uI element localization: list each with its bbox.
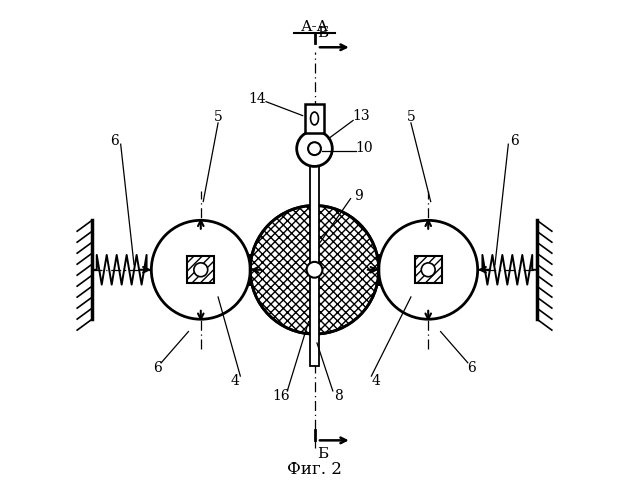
Circle shape (308, 142, 321, 155)
Circle shape (194, 263, 208, 276)
Text: 14: 14 (248, 92, 267, 106)
Circle shape (250, 206, 379, 334)
Circle shape (152, 220, 250, 319)
Circle shape (297, 131, 332, 166)
Text: 8: 8 (334, 389, 343, 403)
Text: 10: 10 (355, 141, 373, 155)
Bar (415, 256, 442, 283)
Circle shape (379, 220, 477, 319)
Text: 16: 16 (272, 389, 290, 403)
Text: 5: 5 (214, 110, 223, 124)
Text: 6: 6 (467, 360, 476, 374)
Text: 6: 6 (510, 134, 519, 148)
Circle shape (421, 263, 435, 276)
Text: А-А: А-А (301, 20, 328, 34)
Bar (305, 104, 324, 133)
Text: 6: 6 (153, 360, 162, 374)
Circle shape (306, 262, 323, 278)
Text: 6: 6 (110, 134, 119, 148)
Text: Б: Б (317, 26, 328, 40)
Bar (310, 161, 319, 268)
Text: 4: 4 (372, 374, 381, 388)
Text: 5: 5 (406, 110, 415, 124)
Text: 4: 4 (231, 374, 240, 388)
Ellipse shape (311, 112, 318, 125)
Text: 9: 9 (355, 188, 364, 202)
Text: Б: Б (317, 448, 328, 462)
Bar (310, 272, 319, 366)
Text: 13: 13 (353, 110, 370, 124)
Bar (187, 256, 214, 283)
Text: Фиг. 2: Фиг. 2 (287, 462, 342, 478)
